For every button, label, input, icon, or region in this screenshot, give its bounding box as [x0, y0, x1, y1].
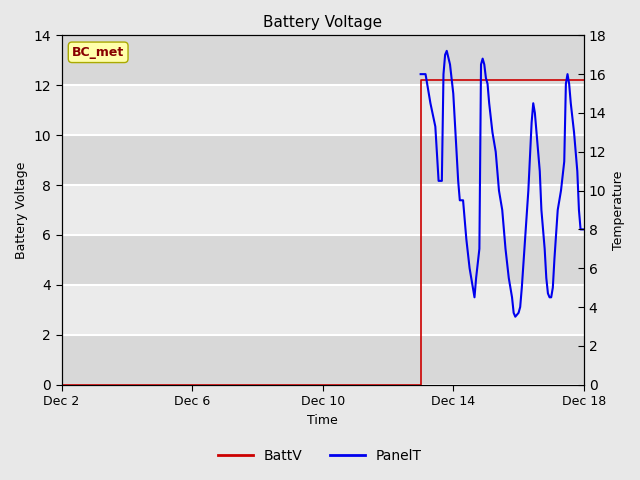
Text: BC_met: BC_met — [72, 46, 124, 59]
Bar — [61, 335, 584, 384]
Bar — [61, 235, 584, 285]
X-axis label: Time: Time — [307, 414, 338, 427]
Bar — [61, 285, 584, 335]
Bar — [61, 185, 584, 235]
Title: Battery Voltage: Battery Voltage — [263, 15, 382, 30]
Bar — [61, 36, 584, 85]
Bar — [61, 85, 584, 135]
Y-axis label: Battery Voltage: Battery Voltage — [15, 161, 28, 259]
Legend: BattV, PanelT: BattV, PanelT — [212, 443, 428, 468]
Bar — [61, 135, 584, 185]
Y-axis label: Temperature: Temperature — [612, 170, 625, 250]
